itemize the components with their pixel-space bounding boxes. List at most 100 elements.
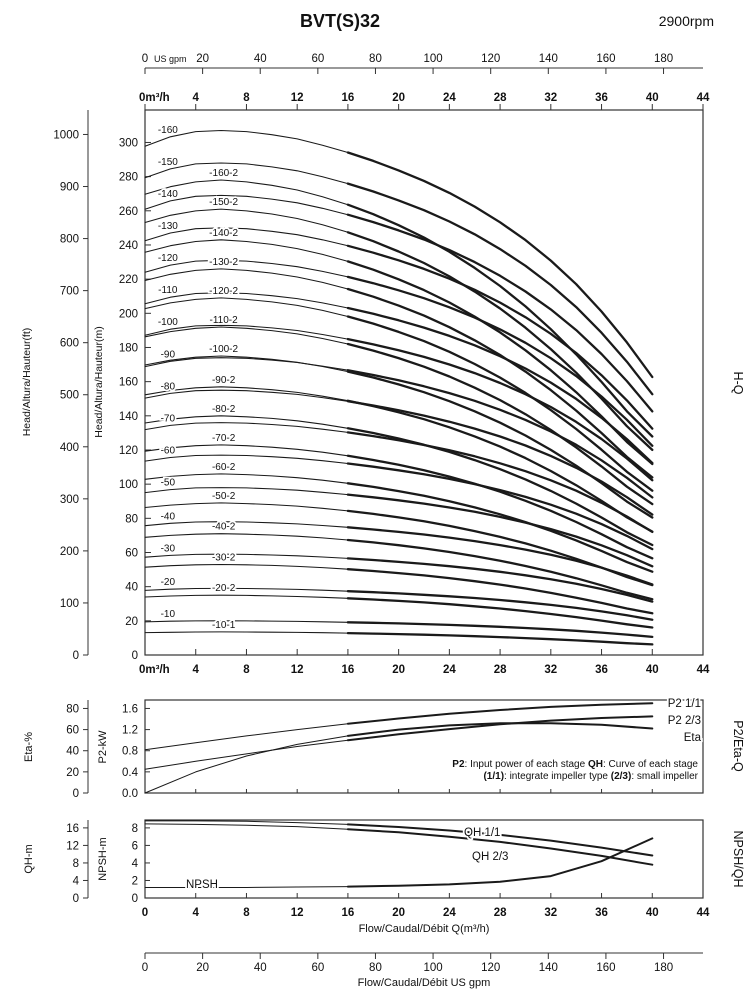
tick-label: 280	[119, 172, 138, 184]
axis-label-npsh: NPSH-m	[97, 837, 109, 880]
curve-segment	[346, 631, 654, 646]
curve--10-1	[144, 631, 654, 646]
tick-label: 4	[132, 858, 139, 870]
curve-label: -140	[158, 189, 178, 200]
tick-label: 200	[60, 546, 79, 558]
curve-label: -150-2	[209, 197, 238, 208]
tick-label: 0	[142, 907, 148, 919]
tick-label: 180	[654, 962, 673, 974]
tick-label: 80	[369, 962, 382, 974]
tick-label: 100	[423, 53, 442, 65]
curve-label: -100	[158, 317, 178, 328]
curve-segment	[144, 357, 349, 371]
curve--70	[144, 422, 654, 534]
curve-segment	[346, 400, 654, 516]
curve-segment	[346, 342, 654, 506]
curve-segment	[144, 208, 349, 233]
tick-label: 120	[481, 962, 500, 974]
tick-label: 20	[66, 767, 79, 779]
curve-segment	[144, 521, 349, 528]
curve-label: -20-2	[212, 583, 236, 594]
curve-segment	[144, 415, 349, 429]
tick-label: 60	[311, 53, 324, 65]
tick-label: 0	[142, 53, 148, 65]
curve-label: -80-2	[212, 404, 236, 415]
curve-segment	[346, 260, 654, 466]
axis-label-head-m: Head/Altura/Hauteur(m)	[93, 326, 105, 437]
curve-QH-2/3	[144, 823, 654, 866]
curve-segment	[346, 493, 654, 568]
curve-segment	[346, 823, 654, 857]
tick-label: 32	[544, 92, 557, 104]
curve-label: -150	[158, 157, 178, 168]
curve--150-2	[144, 208, 654, 452]
curve-label: -110-2	[210, 315, 239, 326]
xaxis-label-flow-gpm: Flow/Caudal/Débit US gpm	[358, 977, 491, 989]
curve-label: -130-2	[209, 257, 238, 268]
curve-segment	[144, 735, 349, 794]
tick-label: 20	[392, 907, 405, 919]
tick-label: 4	[193, 907, 200, 919]
curve--90	[144, 357, 654, 499]
curve-label: -90-2	[212, 375, 236, 386]
tick-label: 36	[595, 92, 608, 104]
tick-label: 500	[60, 390, 79, 402]
tick-label: 20	[196, 53, 209, 65]
curve-segment	[346, 557, 654, 603]
curve-segment	[144, 129, 349, 154]
curve-segment	[346, 244, 654, 430]
tick-label: 0m³/h	[139, 664, 170, 676]
curve-label: -30	[161, 543, 176, 554]
curve-label: P2 1/1	[668, 698, 701, 710]
curve-segment	[144, 723, 349, 751]
curve-label: -20	[161, 577, 176, 588]
legend-note-line: P2: Input power of each stage QH: Curve …	[452, 759, 698, 770]
curve-segment	[144, 194, 349, 216]
xaxis-label-flow-m3h: Flow/Caudal/Débit Q(m³/h)	[359, 923, 490, 935]
tick-label: 24	[443, 664, 456, 676]
curve-segment	[144, 886, 349, 888]
curve--10	[144, 620, 654, 639]
tick-label: 36	[595, 664, 608, 676]
tick-label: 24	[443, 907, 456, 919]
curve-segment	[346, 275, 654, 447]
curve-label: QH 2/3	[472, 851, 508, 863]
curve-label: -70-2	[212, 433, 236, 444]
tick-label: 2	[132, 875, 138, 887]
tick-label: 80	[369, 53, 382, 65]
tick-label: 140	[119, 411, 138, 423]
curve--110-2	[144, 326, 654, 506]
curve-label: -10-1	[212, 620, 236, 631]
tick-label: 8	[73, 858, 79, 870]
tick-label: 1.2	[122, 725, 138, 737]
tick-label: 800	[60, 234, 79, 246]
tick-label: 12	[291, 907, 304, 919]
tick-label: 140	[539, 962, 558, 974]
plot-frame	[144, 699, 704, 794]
curve-segment	[346, 315, 654, 492]
tick-label: 160	[119, 377, 138, 389]
curve-P2 1/1	[144, 702, 654, 751]
tick-label: 600	[60, 338, 79, 350]
curve-label: -70	[161, 413, 176, 424]
tick-label: 300	[60, 494, 79, 506]
tick-label: 12	[66, 840, 79, 852]
curve--160	[144, 129, 654, 379]
right-label-p2eta: P2/Eta-Q	[731, 720, 745, 772]
tick-label: 12	[291, 664, 304, 676]
tick-label: 80	[66, 703, 79, 715]
curve-label: -160-2	[209, 168, 238, 179]
tick-label: 700	[60, 286, 79, 298]
curve-segment	[144, 259, 349, 278]
curve--50	[144, 487, 654, 568]
curve-segment	[144, 326, 349, 345]
tick-label: 60	[311, 962, 324, 974]
tick-label: 240	[119, 240, 138, 252]
curve-segment	[144, 386, 349, 402]
curve-label: -160	[158, 125, 178, 136]
curve-segment	[346, 597, 654, 629]
curve-segment	[346, 399, 654, 533]
curve-segment	[346, 454, 654, 560]
curve--140	[144, 194, 654, 413]
curve--40-2	[144, 533, 654, 601]
